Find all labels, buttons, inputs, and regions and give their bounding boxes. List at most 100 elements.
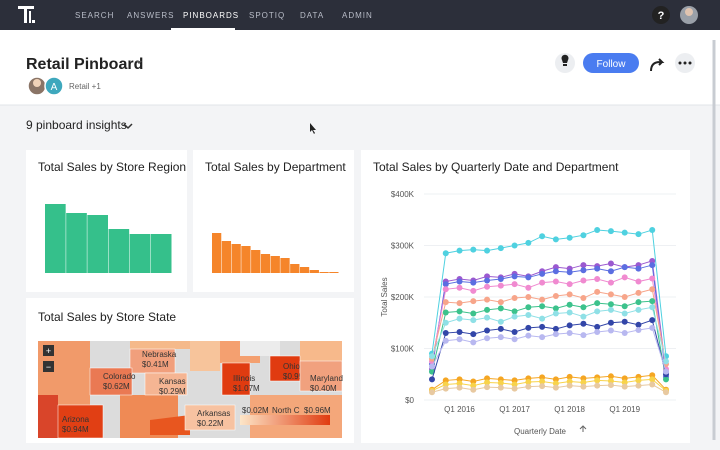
nav-item[interactable]: SEARCH: [75, 11, 114, 20]
data-point[interactable]: [429, 353, 435, 360]
data-point[interactable]: [484, 335, 491, 342]
data-point[interactable]: [552, 305, 559, 312]
zoom-out[interactable]: [43, 361, 54, 372]
data-point[interactable]: [525, 284, 532, 291]
data-point[interactable]: [484, 384, 491, 391]
data-point[interactable]: [456, 315, 463, 322]
data-point[interactable]: [552, 325, 559, 332]
data-point[interactable]: [649, 317, 656, 324]
data-point[interactable]: [456, 329, 463, 336]
data-point[interactable]: [566, 378, 573, 385]
data-point[interactable]: [649, 227, 656, 234]
data-point[interactable]: [635, 306, 642, 313]
data-point[interactable]: [539, 374, 546, 381]
data-point[interactable]: [566, 322, 573, 329]
data-point[interactable]: [484, 306, 491, 313]
data-point[interactable]: [607, 373, 614, 380]
data-point[interactable]: [566, 269, 573, 276]
data-point[interactable]: [649, 275, 656, 282]
data-point[interactable]: [497, 305, 504, 312]
data-point[interactable]: [442, 286, 449, 293]
data-point[interactable]: [456, 380, 463, 387]
data-point[interactable]: [621, 294, 628, 300]
follow-button[interactable]: [583, 53, 639, 73]
data-point[interactable]: [635, 299, 642, 306]
data-point[interactable]: [497, 245, 504, 252]
nav-item[interactable]: DATA: [300, 11, 324, 20]
data-point[interactable]: [607, 291, 614, 298]
data-point[interactable]: [470, 298, 477, 305]
data-point[interactable]: [511, 295, 518, 302]
data-point[interactable]: [484, 283, 491, 290]
data-point[interactable]: [649, 262, 656, 269]
data-point[interactable]: [484, 314, 491, 321]
data-point[interactable]: [525, 324, 532, 331]
data-point[interactable]: [552, 380, 559, 387]
data-point[interactable]: [456, 247, 463, 254]
data-point[interactable]: [649, 324, 656, 331]
data-point[interactable]: [621, 375, 628, 382]
data-point[interactable]: [429, 376, 435, 383]
data-point[interactable]: [511, 242, 518, 249]
data-point[interactable]: [580, 232, 587, 239]
data-point[interactable]: [635, 289, 642, 296]
data-point[interactable]: [525, 304, 532, 311]
data-point[interactable]: [470, 246, 477, 253]
data-point[interactable]: [539, 233, 546, 240]
data-point[interactable]: [621, 379, 628, 386]
map-region[interactable]: [89, 367, 133, 396]
data-point[interactable]: [607, 319, 614, 326]
data-point[interactable]: [635, 321, 642, 328]
data-point[interactable]: [580, 313, 587, 320]
data-point[interactable]: [607, 301, 614, 308]
data-point[interactable]: [525, 312, 532, 319]
data-point[interactable]: [635, 382, 642, 389]
data-point[interactable]: [470, 317, 477, 324]
data-point[interactable]: [539, 279, 546, 286]
data-point[interactable]: [511, 281, 518, 288]
data-point[interactable]: [635, 265, 642, 272]
data-point[interactable]: [621, 383, 628, 390]
data-point[interactable]: [621, 330, 628, 337]
data-point[interactable]: [566, 373, 573, 380]
map-region[interactable]: [184, 404, 236, 431]
map-region[interactable]: [144, 372, 188, 396]
data-point[interactable]: [442, 309, 449, 316]
data-point[interactable]: [649, 298, 656, 305]
data-point[interactable]: [539, 315, 546, 322]
data-point[interactable]: [635, 231, 642, 238]
data-point[interactable]: [635, 278, 642, 285]
data-point[interactable]: [580, 383, 587, 390]
data-point[interactable]: [539, 378, 546, 385]
zoom-in[interactable]: [43, 345, 54, 356]
data-point[interactable]: [580, 379, 587, 386]
data-point[interactable]: [525, 383, 532, 390]
data-point[interactable]: [663, 368, 669, 375]
data-point[interactable]: [470, 386, 477, 393]
data-point[interactable]: [525, 332, 532, 339]
help-button[interactable]: [652, 6, 670, 24]
data-point[interactable]: [497, 318, 504, 325]
data-point[interactable]: [594, 377, 601, 384]
data-point[interactable]: [580, 267, 587, 274]
title-dropdown[interactable]: [136, 61, 142, 64]
data-point[interactable]: [497, 384, 504, 391]
data-point[interactable]: [635, 326, 642, 333]
data-point[interactable]: [594, 227, 601, 234]
data-point[interactable]: [497, 325, 504, 332]
data-point[interactable]: [511, 336, 518, 343]
map-region[interactable]: [57, 404, 104, 439]
data-point[interactable]: [649, 286, 656, 293]
data-point[interactable]: [470, 331, 477, 338]
data-point[interactable]: [580, 332, 587, 339]
data-point[interactable]: [442, 377, 449, 384]
data-point[interactable]: [539, 296, 546, 303]
data-point[interactable]: [580, 320, 587, 327]
logo[interactable]: [18, 6, 35, 23]
data-point[interactable]: [552, 310, 559, 317]
data-point[interactable]: [470, 339, 477, 346]
data-point[interactable]: [442, 381, 449, 388]
data-point[interactable]: [594, 323, 601, 330]
data-point[interactable]: [621, 274, 628, 281]
data-point[interactable]: [621, 264, 628, 271]
